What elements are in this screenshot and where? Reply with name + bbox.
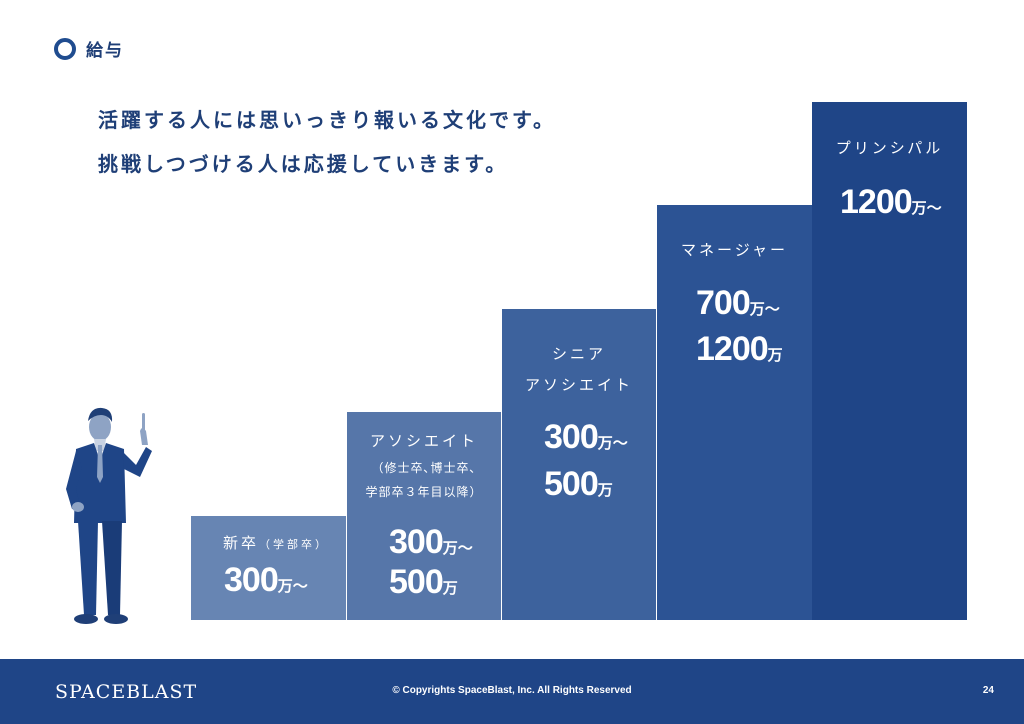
salary-from: 700万〜 <box>696 283 780 329</box>
businessman-illustration <box>66 407 152 624</box>
lead-line-1: 活躍する人には思いっきり報いる文化です。 <box>98 108 556 132</box>
step-associate: アソシエイト （修士卒､博士卒､ 学部卒３年目以降） 300万〜 500万 <box>347 412 501 620</box>
salary-unit: 万 <box>597 481 613 499</box>
salary-to-value: 500 <box>544 465 599 503</box>
company-logo: SPACEBLAST <box>55 681 198 703</box>
step-name: アソシエイト <box>369 432 478 450</box>
lead-text: 活躍する人には思いっきり報いる文化です。 挑戦しつづける人は応援していきます。 <box>98 98 556 186</box>
step-new-graduate: 新卒（学部卒） 300万〜 <box>191 516 346 620</box>
salary-to: 1200万 <box>696 329 783 375</box>
section-header: 給与 <box>54 36 124 61</box>
step-note: （学部卒） <box>259 538 330 551</box>
salary-to-value: 1200 <box>696 330 769 368</box>
salary-to: 500万 <box>389 562 458 608</box>
lead-line-2: 挑戦しつづける人は応援していきます。 <box>98 152 509 176</box>
salary-from-value: 300 <box>544 418 599 456</box>
step-manager: マネージャー 700万〜 1200万 <box>657 205 812 620</box>
salary-from: 300 <box>224 561 279 599</box>
step-name: プリンシパル <box>835 139 944 157</box>
step-senior-associate: シニア アソシエイト 300万〜 500万 <box>502 309 656 620</box>
salary-from: 300万〜 <box>544 417 628 463</box>
copyright: © Copyrights SpaceBlast, Inc. All Rights… <box>392 685 632 696</box>
salary-unit: 万 <box>767 346 783 364</box>
step-note-1: （修士卒､博士卒､ <box>371 461 477 475</box>
salary-from: 300万〜 <box>389 522 473 568</box>
salary-to: 500万 <box>544 464 613 510</box>
salary-from-value: 300 <box>389 523 444 561</box>
salary-from: 1200万〜 <box>840 182 942 228</box>
step-name: マネージャー <box>681 241 788 259</box>
step-name-1: シニア <box>551 345 606 363</box>
salary-unit: 万〜 <box>749 300 780 318</box>
salary-to-value: 500 <box>389 563 444 601</box>
section-title: 給与 <box>86 41 124 61</box>
salary-unit: 万 <box>442 579 458 597</box>
step-label: 新卒（学部卒） <box>223 528 329 560</box>
salary-unit: 万〜 <box>277 577 308 595</box>
step-name: 新卒 <box>223 534 260 552</box>
step-name-2: アソシエイト <box>524 376 633 394</box>
step-principal: プリンシパル 1200万〜 <box>812 102 967 620</box>
salary-unit: 万〜 <box>442 539 473 557</box>
step-note-2: 学部卒３年目以降） <box>365 485 483 499</box>
page-number: 24 <box>982 685 994 696</box>
ring-icon <box>54 37 76 60</box>
footer: SPACEBLAST © Copyrights SpaceBlast, Inc.… <box>0 659 1024 724</box>
salary-unit: 万〜 <box>597 434 628 452</box>
salary-unit: 万〜 <box>911 199 942 217</box>
salary-from-value: 1200 <box>840 183 913 221</box>
salary: 300万〜 <box>224 560 308 606</box>
salary-from-value: 700 <box>696 284 751 322</box>
